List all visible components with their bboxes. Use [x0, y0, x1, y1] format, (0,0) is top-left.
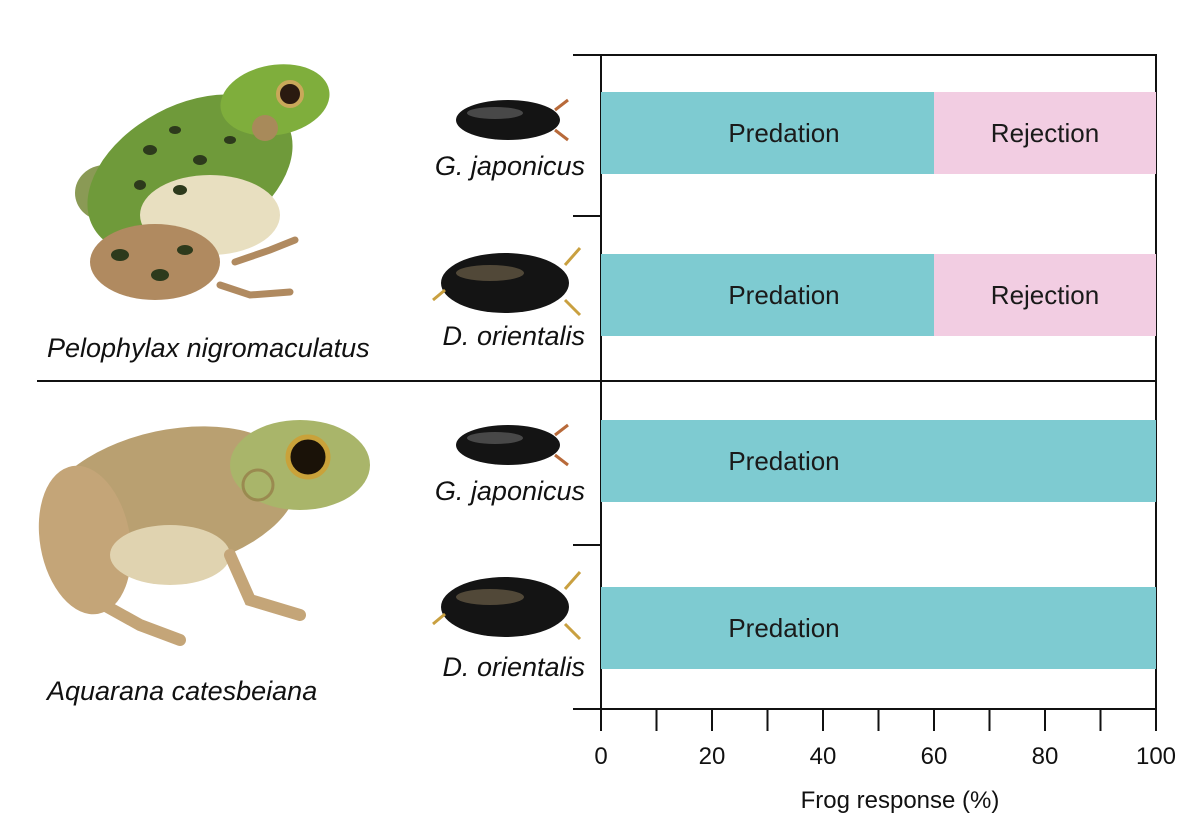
- x-ticks-layer: 0 20 40 60 80 100: [594, 709, 1176, 770]
- bar-rejection-1: [934, 92, 1156, 174]
- x-tick-label: 80: [1032, 743, 1059, 770]
- bars-layer: Predation Rejection Predation Rejection Pred…: [601, 92, 1156, 669]
- bar-label-rejection-2: Rejection: [991, 280, 1099, 310]
- bar-predation-3: [601, 420, 1156, 502]
- beetle-3-image: [456, 423, 569, 467]
- bar-label-predation-3: Predation: [728, 446, 839, 476]
- beetle-2-name: D. orientalis: [442, 321, 585, 351]
- bar-label-predation-1: Predation: [728, 118, 839, 148]
- bar-rejection-2: [934, 254, 1156, 336]
- beetle-3-name: G. japonicus: [435, 476, 585, 506]
- x-tick-label: 20: [699, 743, 726, 770]
- x-axis-title: Frog response (%): [801, 787, 1000, 814]
- frog-2-name: Aquarana catesbeiana: [45, 676, 317, 706]
- beetle-2-image: [432, 247, 582, 317]
- bar-predation-2: [601, 254, 934, 336]
- beetle-4-image: [432, 571, 582, 641]
- x-tick-label: 40: [810, 743, 837, 770]
- x-tick-label: 100: [1136, 743, 1176, 770]
- beetle-1-name: G. japonicus: [435, 151, 585, 181]
- beetle-4-name: D. orientalis: [442, 652, 585, 682]
- beetle-1-image: [456, 98, 569, 142]
- bar-predation-1: [601, 92, 934, 174]
- x-tick-label: 60: [921, 743, 948, 770]
- bar-label-rejection-1: Rejection: [991, 118, 1099, 148]
- frog-2-image: [38, 420, 370, 646]
- frog-1-name: Pelophylax nigromaculatus: [47, 333, 370, 363]
- bar-predation-4: [601, 587, 1156, 669]
- frog-1-image: [75, 64, 330, 300]
- bar-label-predation-4: Predation: [728, 613, 839, 643]
- x-tick-label: 0: [594, 743, 607, 770]
- bar-label-predation-2: Predation: [728, 280, 839, 310]
